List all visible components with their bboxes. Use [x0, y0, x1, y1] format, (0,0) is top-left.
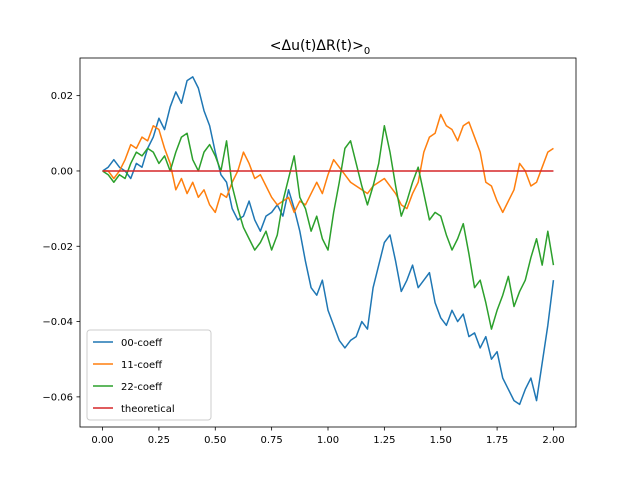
x-tick-label: 2.00 [542, 435, 564, 446]
legend-label: theoretical [121, 404, 175, 415]
legend-label: 11-coeff [121, 360, 163, 371]
x-tick-label: 0.00 [91, 435, 113, 446]
x-tick-label: 1.50 [430, 435, 452, 446]
chart-title-subscript: 0 [364, 46, 370, 57]
series-layer [102, 76, 555, 406]
legend-label: 22-coeff [121, 382, 163, 393]
legend: 00-coeff 11-coeff 22-coeff theoretical [86, 329, 212, 421]
x-tick-label: 1.25 [373, 435, 395, 446]
x-tick-label: 0.50 [204, 435, 226, 446]
x-tick-label: 0.25 [148, 435, 170, 446]
y-tick-label: 0.02 [51, 91, 73, 102]
series-line-22-coeff [102, 125, 555, 330]
legend-label: 00-coeff [121, 338, 163, 349]
y-tick-label: −0.06 [42, 392, 73, 403]
legend-box [86, 329, 212, 421]
chart-title-main: <Δu(t)ΔR(t)> [270, 38, 364, 54]
x-tick-label: 1.75 [486, 435, 508, 446]
y-axis: 0.02 0.00 −0.02 −0.04 −0.06 [42, 91, 80, 403]
chart-title: <Δu(t)ΔR(t)>0 [270, 38, 370, 57]
y-tick-label: 0.00 [51, 166, 73, 177]
y-tick-label: −0.04 [42, 317, 73, 328]
x-tick-label: 1.00 [317, 435, 339, 446]
y-tick-label: −0.02 [42, 242, 73, 253]
x-tick-label: 0.75 [261, 435, 283, 446]
series-line-00-coeff [102, 76, 555, 406]
series-line-11-coeff [102, 113, 554, 214]
x-axis: 0.00 0.25 0.50 0.75 1.00 1.25 1.50 1.75 2.00 [91, 427, 565, 446]
